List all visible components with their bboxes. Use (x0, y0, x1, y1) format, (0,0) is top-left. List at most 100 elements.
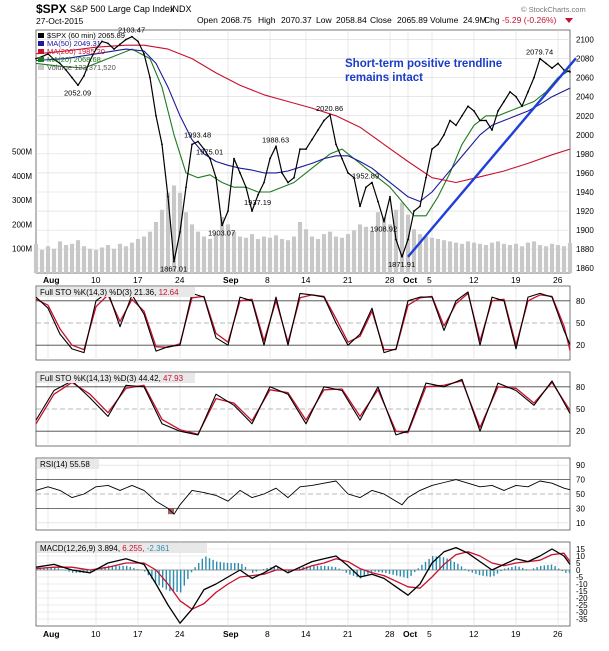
macd-histogram-bar (526, 569, 527, 570)
volume-bar (118, 244, 122, 273)
volume-bar (346, 234, 350, 273)
volume-bar (94, 250, 98, 273)
macd-histogram-bar (504, 569, 505, 570)
macd-histogram-bar (137, 569, 138, 570)
macd-histogram-bar (518, 567, 519, 570)
volume-bar (436, 239, 440, 273)
macd-histogram-bar (216, 562, 217, 570)
macd-value: -2.361 (147, 544, 170, 553)
macd-histogram-bar (407, 570, 408, 578)
volume-bar (214, 234, 218, 273)
index-name: S&P 500 Large Cap Index (70, 4, 175, 14)
price-point (263, 182, 265, 184)
y-tick-label: 1960 (576, 169, 594, 178)
price-point (227, 210, 229, 212)
macd-histogram-bar (209, 558, 210, 570)
macd-histogram-bar (65, 570, 66, 571)
macd-histogram-bar (446, 559, 447, 570)
price-point (215, 177, 217, 179)
macd-histogram-bar (374, 570, 375, 572)
price-point (71, 77, 73, 79)
price-point (467, 105, 469, 107)
annotation-line-2: remains intact (345, 72, 423, 84)
macd-histogram-bar (475, 570, 476, 574)
volume-bar (490, 243, 494, 273)
macd-histogram-bar (331, 567, 332, 570)
volume-bar (130, 243, 134, 273)
volume-tick-label: 300M (12, 196, 32, 205)
volume-bar (556, 245, 560, 273)
price-point (293, 177, 295, 179)
chg-down-arrow-icon (565, 18, 573, 23)
price-point (125, 39, 127, 41)
macd-histogram-bar (562, 570, 563, 571)
price-point (257, 194, 259, 196)
macd-histogram-bar (328, 566, 329, 570)
volume-bar (424, 237, 428, 273)
volume-bar (202, 237, 206, 273)
volume-bar (250, 234, 254, 273)
volume-bar (190, 224, 194, 273)
macd-histogram-bar (461, 566, 462, 570)
x-tick-label: 10 (91, 629, 101, 639)
volume-bar (52, 249, 56, 273)
volume-bar (526, 243, 530, 273)
x-tick-label: Oct (403, 629, 417, 639)
volume-tick-label: 100M (12, 245, 32, 254)
price-point (197, 141, 199, 143)
price-point (527, 91, 529, 93)
price-point (317, 129, 319, 131)
x-tick-label: Oct (403, 275, 417, 285)
macd-histogram-bar (119, 566, 120, 570)
price-point (245, 186, 247, 188)
legend-swatch (38, 49, 44, 54)
price-point (461, 115, 463, 117)
price-point (365, 186, 367, 188)
volume-bar (124, 246, 128, 273)
macd-histogram-bar (133, 568, 134, 570)
price-point (233, 158, 235, 160)
macd-histogram-bar (349, 570, 350, 575)
macd-histogram-bar (338, 569, 339, 570)
price-point (305, 148, 307, 150)
macd-histogram-bar (342, 570, 343, 571)
macd-histogram-bar (320, 566, 321, 570)
macd-histogram-bar (227, 563, 228, 570)
macd-histogram-bar (68, 570, 69, 572)
price-point (485, 120, 487, 122)
macd-histogram-bar (544, 565, 545, 570)
volume-bar (316, 239, 320, 273)
symbol-title: $SPX (36, 2, 67, 16)
price-point (113, 48, 115, 50)
volume-bar (112, 249, 116, 273)
y-tick-label: 1860 (576, 264, 594, 273)
macd-histogram-bar (173, 570, 174, 592)
price-point (479, 120, 481, 122)
x-tick-label: 24 (175, 275, 185, 285)
price-point (161, 143, 163, 145)
volume-bar (514, 244, 518, 273)
annotation-line-1: Short-term positive trendline (345, 58, 502, 70)
price-label: 1867.01 (160, 265, 187, 274)
volume-bar (292, 237, 296, 273)
x-tick-label: Aug (43, 629, 60, 639)
macd-histogram-bar (184, 570, 185, 586)
price-point (545, 62, 547, 64)
macd-histogram-bar (547, 565, 548, 570)
macd-histogram-bar (392, 570, 393, 575)
macd-histogram-bar (425, 562, 426, 570)
price-point (173, 261, 175, 263)
macd-histogram-bar (144, 570, 145, 571)
macd-histogram-bar (418, 568, 419, 570)
price-point (185, 186, 187, 188)
x-tick-label: 8 (265, 629, 270, 639)
price-point (77, 84, 79, 86)
macd-histogram-bar (382, 570, 383, 573)
panel-label: MACD(12,26,9) 3.894, 6.255, -2.361 (37, 543, 207, 553)
macd-histogram-bar (490, 570, 491, 577)
y-tick-label: 80 (576, 297, 585, 306)
x-tick-label: 17 (133, 629, 143, 639)
y-tick-label: 2000 (576, 131, 594, 140)
